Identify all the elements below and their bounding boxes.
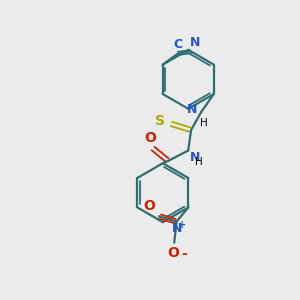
Text: H: H xyxy=(200,118,208,128)
Text: N: N xyxy=(187,103,197,116)
Text: O: O xyxy=(143,199,155,213)
Text: O: O xyxy=(168,246,180,260)
Text: -: - xyxy=(182,247,187,261)
Text: N: N xyxy=(189,36,200,49)
Text: O: O xyxy=(145,131,156,145)
Text: N: N xyxy=(172,222,182,235)
Text: S: S xyxy=(155,114,166,128)
Text: H: H xyxy=(195,157,203,167)
Text: C: C xyxy=(173,38,182,51)
Text: +: + xyxy=(178,220,186,230)
Text: N: N xyxy=(190,152,201,164)
